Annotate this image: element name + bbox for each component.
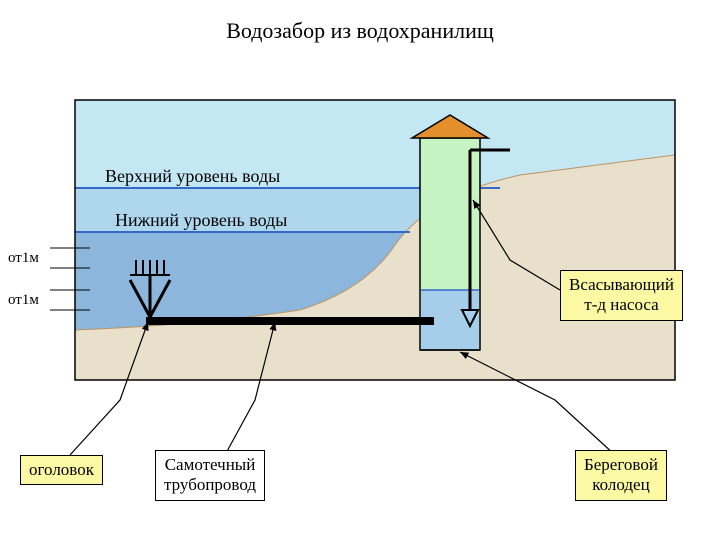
from1m-label-b: от1м [8,292,39,309]
gravity-pipe-callout: Самотечный трубопровод [155,450,265,501]
from1m-label-a: от1м [8,250,39,267]
gravity-pipe-callout-l1: Самотечный [164,455,256,475]
intake-head-callout: оголовок [20,455,103,485]
shore-well-callout-l1: Береговой [584,455,658,475]
gravity-pipe-callout-l2: трубопровод [164,475,256,495]
lower-level-label: Нижний уровень воды [115,210,287,231]
shore-well-callout-l2: колодец [584,475,658,495]
shore-well-callout: Береговой колодец [575,450,667,501]
gravity-pipe [146,317,434,325]
upper-level-label: Верхний уровень воды [105,166,280,187]
suction-callout-l1: Всасывающий [569,275,674,295]
suction-callout: Всасывающий т-д насоса [560,270,683,321]
suction-callout-l2: т-д насоса [569,295,674,315]
